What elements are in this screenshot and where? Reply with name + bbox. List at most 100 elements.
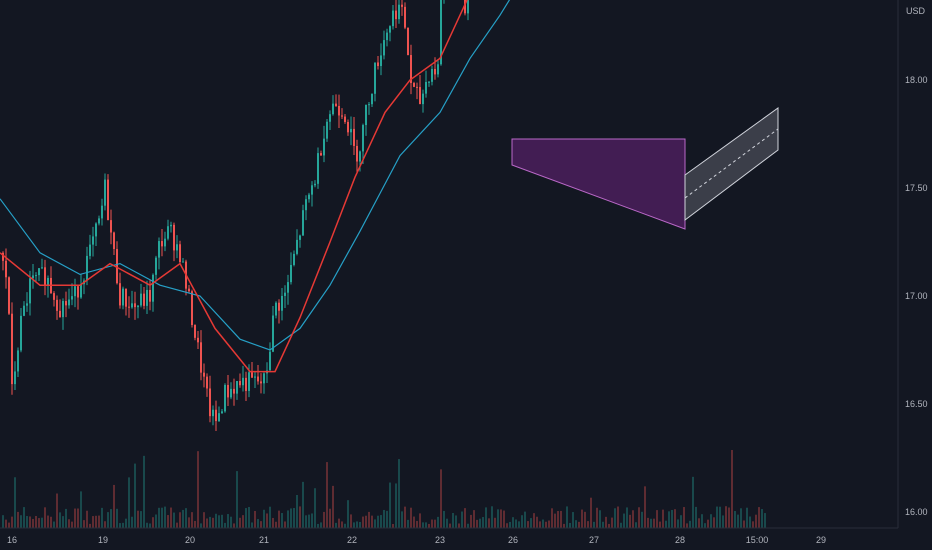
volume-bar: [179, 512, 181, 528]
volume-bar: [167, 515, 169, 528]
volume-bar: [209, 516, 211, 528]
volume-bar: [215, 513, 217, 528]
volume-bar: [488, 518, 490, 528]
candle-body: [137, 305, 139, 308]
volume-bar: [308, 514, 310, 528]
volume-bar: [188, 517, 190, 528]
candle-body: [182, 261, 184, 263]
volume-bar: [605, 516, 607, 528]
price-scale[interactable]: 20.5020.0019.5019.0018.5018.0017.5017.00…: [897, 0, 931, 528]
volume-bar: [254, 510, 256, 528]
volume-bar: [710, 514, 712, 528]
volume-bar: [623, 513, 625, 528]
y-tick-label: 16.00: [905, 507, 928, 517]
volume-bar: [752, 521, 754, 528]
candle-body: [128, 306, 130, 308]
volume-bar: [122, 522, 124, 528]
volume-bar: [419, 513, 421, 528]
volume-bar: [692, 476, 694, 528]
candle-body: [221, 411, 223, 414]
volume-bar: [764, 513, 766, 528]
volume-bar: [269, 506, 271, 528]
volume-bar: [425, 522, 427, 528]
candle-body: [350, 128, 352, 133]
candle-body: [284, 292, 286, 296]
volume-bar: [680, 515, 682, 528]
candle-body: [386, 32, 388, 41]
volume-bar: [599, 510, 601, 528]
volume-bar: [149, 523, 151, 528]
volume-bar: [8, 522, 10, 528]
candle-body: [428, 81, 430, 83]
volume-bar: [662, 509, 664, 528]
volume-bar: [335, 522, 337, 528]
volume-bar: [761, 509, 763, 528]
volume-bar: [668, 511, 670, 528]
candle-body: [299, 235, 301, 240]
volume-bar: [293, 508, 295, 528]
y-tick-label: 16.50: [905, 399, 928, 409]
candle-body: [8, 277, 10, 314]
x-tick-label: 26: [508, 535, 518, 545]
x-tick-label: 28: [675, 535, 685, 545]
candle-body: [143, 293, 145, 306]
candle-body: [419, 87, 421, 105]
candle-body: [398, 4, 400, 20]
volume-bar: [77, 508, 79, 528]
volume-bar: [98, 515, 100, 528]
time-scale[interactable]: 16 19 20 21 22 23 26 27 28 15:00 29: [0, 527, 898, 545]
drawing-tools[interactable]: [511, 107, 779, 230]
candle-body: [434, 68, 436, 75]
candle-body: [278, 302, 280, 311]
volume-bar: [284, 521, 286, 528]
volume-bar: [482, 517, 484, 528]
volume-bar: [611, 517, 613, 528]
volume-bar: [707, 519, 709, 528]
volume-bar: [725, 506, 727, 528]
candle-body: [323, 138, 325, 156]
volume-bar: [473, 510, 475, 528]
candle-body: [65, 301, 67, 306]
volume-bar: [170, 507, 172, 528]
volume-bar: [380, 515, 382, 528]
candle-body: [68, 299, 70, 306]
candle-body: [152, 274, 154, 302]
volume-bar: [20, 515, 22, 528]
triangle-pattern[interactable]: [511, 138, 686, 230]
candle-body: [416, 86, 418, 88]
volume-bar: [650, 518, 652, 528]
volume-bar: [548, 520, 550, 528]
ascending-channel[interactable]: [684, 107, 779, 222]
volume-bar: [59, 512, 61, 528]
volume-bar: [428, 523, 430, 528]
volume-bar: [683, 507, 685, 528]
candle-body: [341, 115, 343, 117]
volume-bar: [569, 522, 571, 528]
candle-body: [368, 104, 370, 106]
candle-body: [236, 380, 238, 394]
candle-body: [287, 282, 289, 293]
volume-bar: [197, 451, 199, 528]
candle-body: [275, 302, 277, 316]
candle-body: [413, 83, 415, 87]
candle-body: [170, 224, 172, 227]
candle-body: [26, 303, 28, 306]
volume-bar: [401, 511, 403, 528]
candle-body: [404, 6, 406, 28]
volume-bar: [173, 512, 175, 528]
volume-bar: [545, 521, 547, 528]
volume-bars: [2, 450, 766, 528]
volume-bar: [734, 510, 736, 528]
volume-bar: [230, 516, 232, 528]
candle-body: [23, 305, 25, 316]
candle-body: [116, 249, 118, 284]
volume-bar: [272, 517, 274, 528]
candle-body: [206, 376, 208, 389]
candle-body: [464, 0, 466, 14]
volume-bar: [641, 511, 643, 528]
volume-bar: [575, 520, 577, 528]
candle-body: [104, 179, 106, 206]
candle-body: [38, 268, 40, 276]
